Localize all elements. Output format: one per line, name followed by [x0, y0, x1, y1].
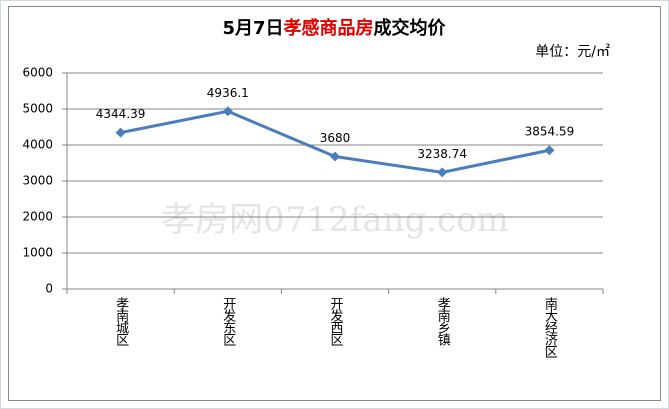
data-label: 3680 [320, 131, 351, 145]
title-segment: 5月7日 [222, 18, 283, 39]
x-tick-label: 开发西区 [328, 297, 344, 346]
y-tick-label: 1000 [22, 246, 53, 260]
x-tick-label: 孝南乡镇 [435, 297, 451, 346]
data-marker [330, 151, 340, 162]
data-marker [115, 127, 126, 138]
data-marker [437, 167, 448, 178]
data-label: 3854.59 [525, 125, 575, 139]
chart-title: 5月7日孝感商品房成交均价 [222, 17, 446, 39]
y-tick-label: 6000 [22, 66, 53, 80]
title-segment: 成交均价 [374, 17, 447, 39]
data-label: 4344.39 [96, 107, 146, 121]
unit-label: 单位：元/㎡ [535, 44, 610, 60]
title-segment: 孝感商品房 [283, 17, 374, 39]
y-tick-label: 4000 [22, 138, 53, 152]
x-tick-label: 南大经济区 [542, 296, 558, 358]
watermark: 孝房网0712fang.com [161, 200, 509, 240]
chart-frame [8, 6, 661, 401]
y-tick-label: 2000 [22, 210, 53, 224]
data-marker [544, 145, 555, 156]
y-tick-label: 3000 [22, 174, 53, 188]
data-label: 4936.1 [207, 86, 249, 100]
data-marker [222, 106, 233, 117]
x-tick-label: 孝南城区 [113, 297, 129, 346]
x-tick-label: 开发东区 [220, 297, 236, 346]
data-label: 3238.74 [417, 147, 467, 161]
y-tick-label: 5000 [22, 102, 53, 116]
y-tick-label: 0 [45, 282, 53, 296]
